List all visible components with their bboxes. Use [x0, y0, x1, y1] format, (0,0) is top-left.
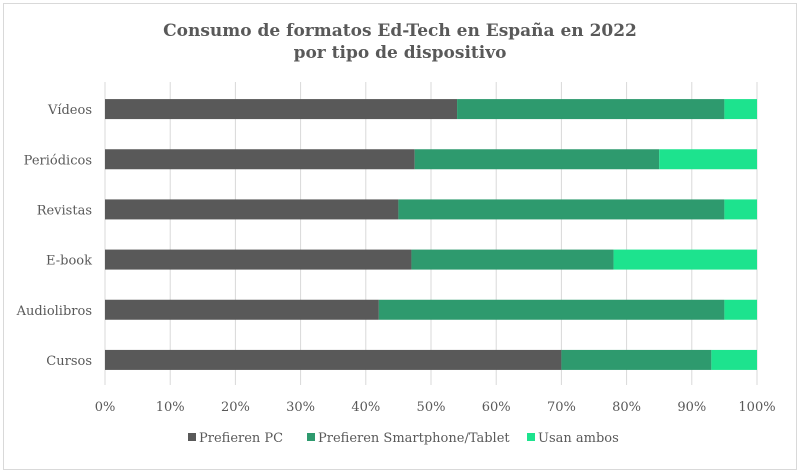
x-tick-label: 0% — [95, 400, 116, 415]
bar-segment — [724, 299, 757, 320]
bar-segment — [105, 99, 458, 120]
bar-segment — [378, 299, 725, 320]
chart-title-line-1: Consumo de formatos Ed-Tech en España en… — [163, 21, 637, 41]
bar-segment — [724, 99, 757, 120]
category-label: Revistas — [37, 203, 92, 218]
legend-label: Usan ambos — [538, 431, 619, 446]
x-tick-label: 40% — [351, 400, 380, 415]
x-tick-label: 10% — [156, 400, 185, 415]
bar-segment — [105, 299, 379, 320]
bars — [105, 99, 757, 370]
chart-frame — [3, 3, 797, 470]
category-label: E-book — [46, 254, 92, 269]
bar-segment — [724, 199, 757, 220]
bar-segment — [711, 349, 757, 370]
chart-title: Consumo de formatos Ed-Tech en España en… — [163, 21, 637, 63]
bar-segment — [105, 349, 562, 370]
legend-swatch — [188, 433, 196, 441]
category-label: Cursos — [46, 354, 92, 369]
x-tick-label: 50% — [417, 400, 446, 415]
legend: Prefieren PC Prefieren Smartphone/Tablet U… — [188, 431, 619, 446]
chart-title-line-2: por tipo de dispositivo — [294, 43, 507, 63]
x-tick-label: 20% — [221, 400, 250, 415]
bar-segment — [414, 149, 660, 170]
x-tick-label: 80% — [612, 400, 641, 415]
bar-segment — [105, 199, 399, 220]
bar-segment — [457, 99, 725, 120]
bar-segment — [561, 349, 712, 370]
category-label: Audiolibros — [16, 304, 92, 319]
x-tick-label: 90% — [677, 400, 706, 415]
x-tick-label: 70% — [547, 400, 576, 415]
legend-label: Prefieren Smartphone/Tablet — [318, 431, 510, 446]
bar-segment — [105, 249, 412, 270]
legend-swatch — [307, 433, 315, 441]
x-tick-label: 100% — [738, 400, 775, 415]
bar-segment — [105, 149, 415, 170]
x-tick-label: 60% — [482, 400, 511, 415]
bar-segment — [659, 149, 757, 170]
category-labels: Vídeos Periódicos Revistas E-book Audiolibro… — [16, 103, 93, 369]
legend-label: Prefieren PC — [199, 431, 283, 446]
bar-segment — [613, 249, 757, 270]
bar-segment — [398, 199, 725, 220]
category-label: Periódicos — [24, 153, 92, 168]
bar-segment — [411, 249, 614, 270]
x-tick-label: 30% — [286, 400, 315, 415]
gridlines — [104, 82, 758, 385]
category-label: Vídeos — [47, 103, 92, 118]
x-axis-ticks: 0% 10% 20% 30% 40% 50% 60% 70% 80% 90% 100% — [95, 400, 776, 415]
legend-swatch — [527, 433, 535, 441]
